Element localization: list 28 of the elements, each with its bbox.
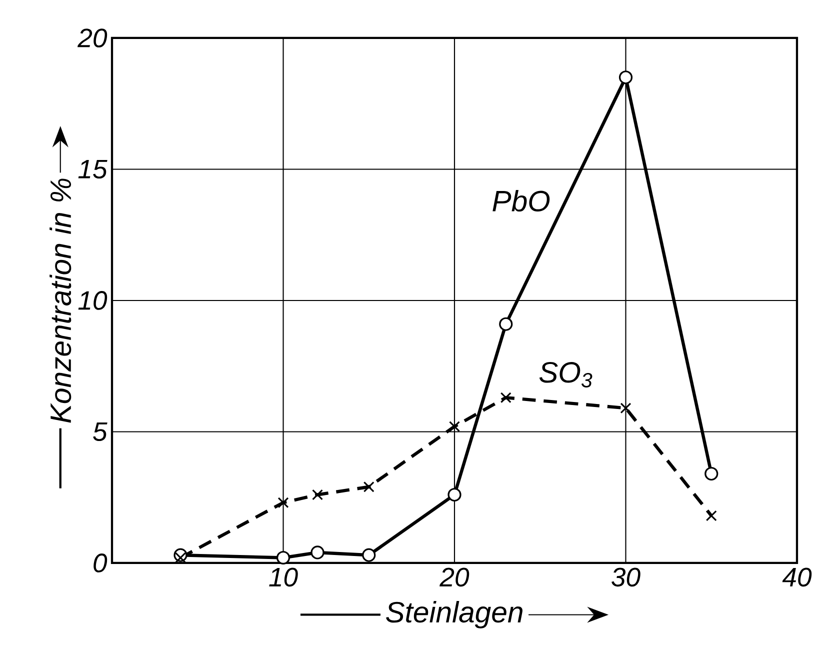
point (363, 481, 374, 492)
point (618, 70, 633, 84)
x-axis-title: Steinlagen (386, 601, 522, 628)
x-tick-label: 40 (782, 568, 812, 587)
y-tick-label: 20 (77, 28, 108, 48)
point (500, 392, 512, 404)
x-tick-label: 30 (612, 568, 640, 587)
series-label: SO$_{3}$ (539, 362, 592, 388)
series-label: PbO (492, 190, 550, 212)
point (310, 546, 324, 560)
point (276, 550, 290, 565)
point (620, 402, 632, 414)
x-tick-label: 20 (440, 568, 470, 587)
point (174, 552, 186, 564)
y-tick-label: 15 (78, 160, 108, 179)
point (448, 488, 462, 502)
point (448, 420, 460, 432)
point (706, 510, 717, 522)
x-tick-label: 10 (269, 568, 298, 587)
point (312, 489, 324, 500)
point (704, 466, 718, 481)
y-tick-label: 5 (93, 422, 108, 442)
y-tick-label: 10 (78, 291, 108, 310)
y-tick-label: 0 (94, 554, 108, 572)
point (499, 317, 513, 331)
point (362, 548, 376, 562)
y-axis-title: Konzentration in % (50, 178, 72, 423)
point (278, 497, 289, 508)
